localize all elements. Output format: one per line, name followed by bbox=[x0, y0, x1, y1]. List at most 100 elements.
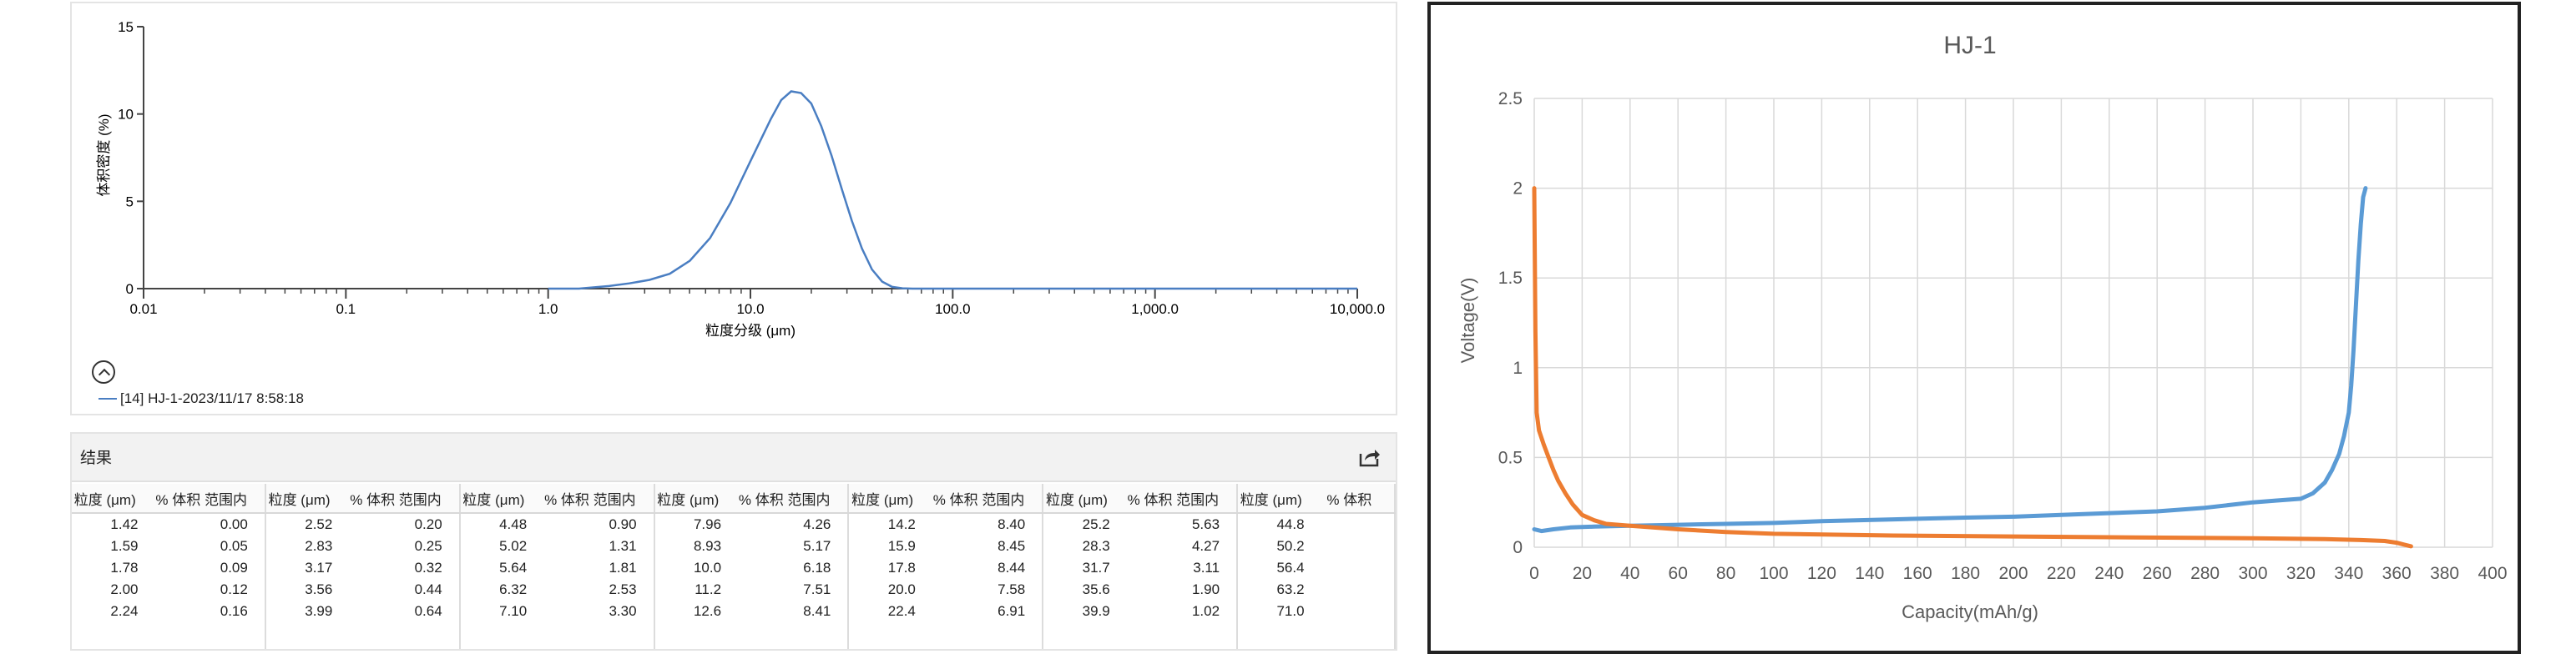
col-header-volume[interactable]: % 体积 范围内 bbox=[738, 484, 850, 514]
psd-legend-label: [14] HJ-1-2023/11/17 8:58:18 bbox=[120, 390, 304, 406]
cell-size: 1.42 bbox=[110, 516, 139, 532]
table-row: 2.00 0.12 3.56 0.44 6.32 2.53 11.2 7.51 20.0 7.58… bbox=[72, 579, 1396, 601]
cell-size: 17.8 bbox=[887, 560, 916, 576]
cell-volume: 0.05 bbox=[154, 536, 266, 557]
voltage-ytick-label: 1 bbox=[1513, 359, 1523, 378]
col-header-volume[interactable]: % 体积 范围内 bbox=[349, 484, 461, 514]
cell-volume: 2.53 bbox=[543, 579, 655, 601]
voltage-xtick-label: 180 bbox=[1951, 564, 1980, 583]
cell-empty bbox=[848, 622, 932, 649]
results-header: 结果 bbox=[72, 434, 1396, 482]
col-header-size[interactable]: 粒度 (μm) bbox=[848, 484, 932, 514]
cell-size: 1.78 bbox=[110, 560, 139, 576]
col-header-size[interactable]: 粒度 (μm) bbox=[654, 484, 739, 514]
table-row: 1.59 0.05 2.83 0.25 5.02 1.31 8.93 5.17 15.9 8.45… bbox=[72, 536, 1396, 557]
cell-volume: 0.00 bbox=[154, 513, 266, 536]
psd-xtick-label: 1,000.0 bbox=[1131, 301, 1179, 317]
voltage-xtick-label: 0 bbox=[1529, 564, 1539, 583]
cell-empty bbox=[349, 622, 461, 649]
cell-volume: 5.17 bbox=[738, 536, 850, 557]
cell-empty bbox=[265, 622, 350, 649]
psd-xtick-label: 100.0 bbox=[935, 301, 971, 317]
col-header-size[interactable]: 粒度 (μm) bbox=[459, 484, 544, 514]
cell-size: 2.83 bbox=[305, 538, 333, 554]
export-icon[interactable] bbox=[1357, 445, 1381, 469]
col-header-size[interactable]: 粒度 (μm) bbox=[1043, 484, 1127, 514]
voltage-ytick-label: 2.5 bbox=[1498, 89, 1523, 108]
col-header-volume[interactable]: % 体积 范围内 bbox=[932, 484, 1044, 514]
collapse-chevron-up-icon[interactable] bbox=[92, 360, 115, 384]
cell-size: 71.0 bbox=[1276, 603, 1305, 619]
cell-size: 63.2 bbox=[1276, 581, 1305, 597]
cell-volume: 0.32 bbox=[349, 557, 461, 579]
cell-volume: 8.41 bbox=[738, 601, 850, 622]
voltage-ytick-label: 2 bbox=[1513, 179, 1523, 199]
cell-volume: 1.81 bbox=[543, 557, 655, 579]
voltage-chart: HJ-1 Capacity(mAh/g) Voltage(V) 0 20 40 60 8… bbox=[1457, 32, 2508, 622]
cell-volume bbox=[1321, 513, 1396, 536]
col-header-size[interactable]: 粒度 (μm) bbox=[1237, 484, 1321, 514]
cell-size: 8.93 bbox=[693, 538, 722, 554]
voltage-xtick-label: 140 bbox=[1855, 564, 1884, 583]
cell-size: 3.56 bbox=[305, 581, 333, 597]
col-header-volume[interactable]: % 体积 bbox=[1321, 484, 1396, 514]
voltage-xtick-label: 200 bbox=[1998, 564, 2028, 583]
cell-volume: 0.64 bbox=[349, 601, 461, 622]
cell-volume: 8.40 bbox=[932, 513, 1044, 536]
psd-ytick-label: 10 bbox=[118, 107, 134, 123]
cell-volume bbox=[1321, 601, 1396, 622]
cell-volume: 6.91 bbox=[932, 601, 1044, 622]
cell-volume: 4.27 bbox=[1126, 536, 1239, 557]
voltage-xtick-label: 220 bbox=[2047, 564, 2076, 583]
voltage-xtick-label: 20 bbox=[1573, 564, 1592, 583]
voltage-chart-panel: HJ-1 Capacity(mAh/g) Voltage(V) 0 20 40 60 8… bbox=[1427, 2, 2521, 654]
results-title: 结果 bbox=[80, 450, 113, 467]
cell-size: 50.2 bbox=[1276, 538, 1305, 554]
discharge-curve-orange bbox=[1532, 186, 2413, 549]
voltage-xtick-label: 260 bbox=[2143, 564, 2172, 583]
cell-size: 31.7 bbox=[1082, 560, 1110, 576]
cell-volume: 8.45 bbox=[932, 536, 1044, 557]
cell-size: 25.2 bbox=[1082, 516, 1110, 532]
psd-series-line bbox=[548, 90, 1357, 290]
col-header-volume[interactable]: % 体积 范围内 bbox=[543, 484, 655, 514]
col-header-size[interactable]: 粒度 (μm) bbox=[265, 484, 350, 514]
results-header-row: 粒度 (μm)% 体积 范围内 粒度 (μm)% 体积 范围内 粒度 (μm)% 体… bbox=[72, 484, 1396, 514]
psd-xlabel: 粒度分级 (μm) bbox=[705, 323, 796, 339]
col-header-size[interactable]: 粒度 (μm) bbox=[72, 484, 155, 514]
table-filler-row bbox=[72, 622, 1396, 649]
cell-empty bbox=[154, 622, 266, 649]
cell-size: 15.9 bbox=[887, 538, 916, 554]
voltage-chart-ylabel: Voltage(V) bbox=[1457, 278, 1478, 364]
cell-volume: 8.44 bbox=[932, 557, 1044, 579]
legend-line-swatch bbox=[98, 398, 117, 400]
cell-size: 1.59 bbox=[110, 538, 139, 554]
voltage-xtick-label: 380 bbox=[2430, 564, 2459, 583]
voltage-xtick-label: 300 bbox=[2238, 564, 2267, 583]
cell-empty bbox=[72, 622, 155, 649]
table-row: 1.42 0.00 2.52 0.20 4.48 0.90 7.96 4.26 14.2 8.40… bbox=[72, 513, 1396, 536]
cell-size: 3.99 bbox=[305, 603, 333, 619]
col-header-volume[interactable]: % 体积 范围内 bbox=[154, 484, 266, 514]
cell-size: 56.4 bbox=[1276, 560, 1305, 576]
voltage-xtick-label: 120 bbox=[1807, 564, 1836, 583]
results-table: 粒度 (μm)% 体积 范围内 粒度 (μm)% 体积 范围内 粒度 (μm)% 体… bbox=[72, 484, 1396, 649]
voltage-xtick-label: 400 bbox=[2478, 564, 2507, 583]
psd-ytick-label: 5 bbox=[126, 194, 134, 209]
cell-size: 2.00 bbox=[110, 581, 139, 597]
cell-empty bbox=[1237, 622, 1321, 649]
cell-volume: 5.63 bbox=[1126, 513, 1239, 536]
table-row: 2.24 0.16 3.99 0.64 7.10 3.30 12.6 8.41 22.4 6.91… bbox=[72, 601, 1396, 622]
voltage-xtick-label: 100 bbox=[1759, 564, 1788, 583]
col-header-volume[interactable]: % 体积 范围内 bbox=[1126, 484, 1239, 514]
cell-size: 22.4 bbox=[887, 603, 916, 619]
cell-volume: 3.11 bbox=[1126, 557, 1239, 579]
cell-empty bbox=[460, 622, 544, 649]
cell-volume: 0.20 bbox=[349, 513, 461, 536]
voltage-ytick-label: 0.5 bbox=[1498, 448, 1523, 467]
voltage-xtick-label: 60 bbox=[1669, 564, 1688, 583]
cell-empty bbox=[1321, 622, 1396, 649]
cell-volume: 3.30 bbox=[543, 601, 655, 622]
psd-chart: 体积密度 (%) 粒度分级 (μm) 0 5 10 15 0.01 0.1 1.0 10.0 1… bbox=[96, 19, 1385, 339]
cell-size: 12.6 bbox=[693, 603, 722, 619]
